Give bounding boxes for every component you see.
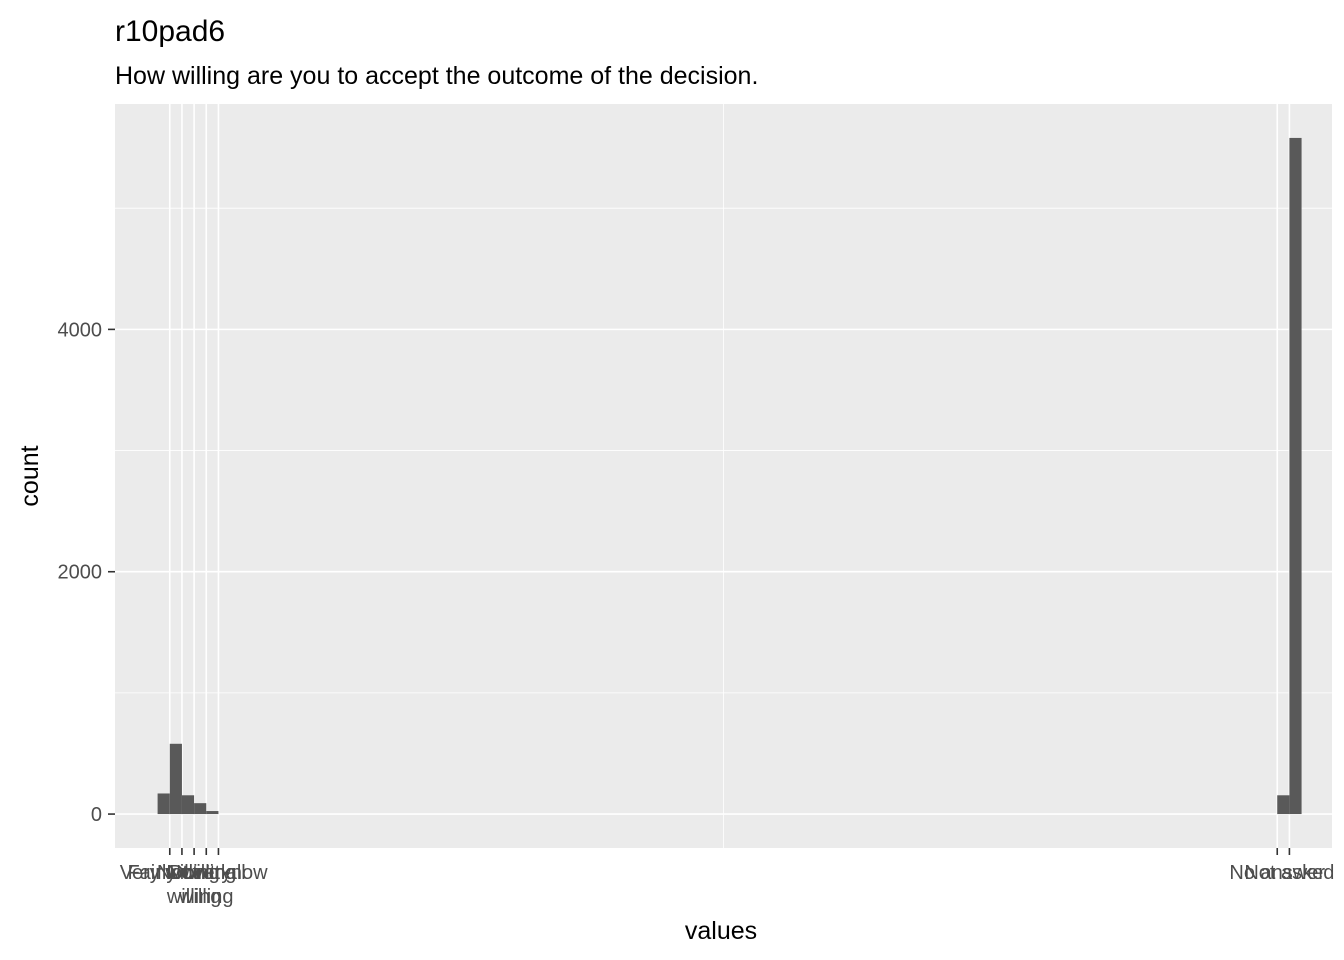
y-tick-label: 0 (91, 804, 102, 826)
bar (1277, 795, 1290, 815)
y-tick-label: 4000 (58, 319, 103, 341)
x-tick-label: Not very willing (157, 862, 231, 908)
y-axis: 0 2000 4000 (58, 319, 115, 826)
x-tick-label: Not at all willing (167, 862, 246, 908)
x-axis-title: values (685, 917, 757, 945)
x-tick-label: No answer (1229, 862, 1325, 884)
y-axis-title: count (16, 445, 44, 506)
bar (157, 793, 170, 815)
bar (181, 795, 195, 815)
x-tick-label: Very willing (120, 862, 220, 884)
chart-title: r10pad6 (115, 15, 225, 48)
bar (1289, 137, 1302, 815)
y-tick-label: 2000 (58, 562, 103, 584)
bar (169, 743, 182, 815)
chart-subtitle: How willing are you to accept the outcom… (115, 62, 758, 90)
bar (206, 811, 219, 815)
bar (194, 803, 207, 815)
x-tick-label: Don't know (169, 862, 268, 884)
x-tick-label: Not asked (1244, 862, 1334, 884)
x-tick-label: Fairly willing (127, 862, 236, 884)
bars-group (157, 137, 1302, 815)
